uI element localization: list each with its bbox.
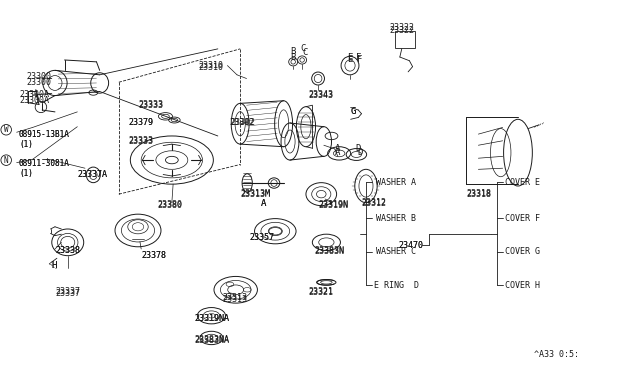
Text: 08915-13B1A: 08915-13B1A bbox=[19, 129, 70, 139]
Text: 23379: 23379 bbox=[129, 119, 154, 128]
Text: 23380: 23380 bbox=[157, 200, 182, 209]
Text: 23337A: 23337A bbox=[77, 170, 108, 179]
Text: 23310: 23310 bbox=[198, 61, 223, 70]
Text: W: W bbox=[4, 125, 8, 134]
Text: COVER E: COVER E bbox=[505, 178, 540, 187]
Text: 23318: 23318 bbox=[467, 190, 492, 199]
Text: A: A bbox=[335, 148, 340, 157]
Text: B: B bbox=[290, 52, 296, 61]
Text: WASHER A: WASHER A bbox=[376, 178, 416, 187]
Text: H: H bbox=[52, 261, 57, 270]
Text: B: B bbox=[290, 47, 296, 56]
Text: 23302: 23302 bbox=[229, 118, 254, 127]
Text: C: C bbox=[303, 48, 308, 57]
Text: 23357: 23357 bbox=[250, 233, 275, 243]
Text: 23319N: 23319N bbox=[318, 201, 348, 210]
Text: F: F bbox=[357, 55, 362, 64]
Text: 23322: 23322 bbox=[389, 23, 414, 32]
Text: 23300: 23300 bbox=[26, 72, 51, 81]
Text: 23378: 23378 bbox=[141, 251, 166, 260]
Text: 23318: 23318 bbox=[467, 189, 492, 198]
Text: 23302: 23302 bbox=[230, 119, 255, 128]
Text: 23333: 23333 bbox=[129, 137, 154, 146]
Text: C: C bbox=[301, 44, 306, 53]
Text: 23470: 23470 bbox=[399, 241, 424, 250]
Text: 23310: 23310 bbox=[198, 63, 223, 72]
Bar bbox=[396, 32, 415, 48]
Text: 23300A: 23300A bbox=[20, 96, 50, 105]
Text: 23337A: 23337A bbox=[77, 170, 108, 179]
Text: A: A bbox=[261, 199, 267, 208]
Text: COVER G: COVER G bbox=[505, 247, 540, 256]
Text: 23343: 23343 bbox=[308, 91, 333, 100]
Text: H: H bbox=[52, 261, 57, 270]
Text: 23313M: 23313M bbox=[240, 189, 270, 198]
Text: A: A bbox=[261, 199, 267, 208]
Text: 23313: 23313 bbox=[223, 294, 248, 302]
Text: E: E bbox=[347, 55, 352, 64]
Text: 23312: 23312 bbox=[362, 199, 387, 208]
Text: 23343: 23343 bbox=[308, 90, 333, 99]
Text: 23312: 23312 bbox=[362, 198, 387, 207]
Text: 08911-3081A: 08911-3081A bbox=[19, 159, 70, 168]
Text: WASHER C: WASHER C bbox=[376, 247, 416, 256]
Text: 23333: 23333 bbox=[138, 101, 163, 110]
Text: D: D bbox=[356, 144, 361, 153]
Text: 23319N: 23319N bbox=[318, 200, 348, 209]
Text: ^A33 0:5:: ^A33 0:5: bbox=[534, 350, 579, 359]
Text: 23378: 23378 bbox=[141, 251, 166, 260]
Text: 23333: 23333 bbox=[138, 100, 163, 109]
Text: (1): (1) bbox=[20, 140, 34, 149]
Text: 23300: 23300 bbox=[26, 78, 51, 87]
Text: 23383NA: 23383NA bbox=[194, 335, 229, 344]
Text: 23333: 23333 bbox=[129, 136, 154, 145]
Text: 23383N: 23383N bbox=[315, 247, 345, 256]
Text: WASHER B: WASHER B bbox=[376, 214, 416, 223]
Text: E: E bbox=[347, 52, 352, 61]
Text: 23321: 23321 bbox=[308, 288, 333, 297]
Text: 23357: 23357 bbox=[250, 232, 275, 242]
Text: 23300A: 23300A bbox=[20, 90, 50, 99]
Text: 23321: 23321 bbox=[308, 287, 333, 296]
Text: 23383NA: 23383NA bbox=[194, 336, 229, 345]
Text: D: D bbox=[357, 148, 362, 157]
Text: (1): (1) bbox=[20, 169, 34, 178]
Text: 23322: 23322 bbox=[389, 26, 414, 35]
Text: 23313M: 23313M bbox=[240, 190, 270, 199]
Text: COVER F: COVER F bbox=[505, 214, 540, 223]
Text: 23379: 23379 bbox=[129, 118, 154, 127]
Text: 23380: 23380 bbox=[157, 201, 182, 210]
Text: 08911-3081A: 08911-3081A bbox=[19, 159, 70, 168]
Text: (1): (1) bbox=[20, 140, 34, 149]
Text: 23319NA: 23319NA bbox=[194, 314, 229, 323]
Text: 23337: 23337 bbox=[55, 287, 80, 296]
Text: N: N bbox=[4, 155, 8, 165]
Text: 08915-13B1A: 08915-13B1A bbox=[19, 129, 70, 139]
Text: G: G bbox=[351, 107, 356, 116]
Text: 23338: 23338 bbox=[55, 246, 80, 255]
Text: 23470: 23470 bbox=[399, 241, 424, 250]
Text: 23319NA: 23319NA bbox=[194, 314, 229, 323]
Text: 23313: 23313 bbox=[223, 295, 248, 304]
Text: (1): (1) bbox=[20, 169, 34, 178]
Text: 23338: 23338 bbox=[55, 246, 80, 255]
Text: F: F bbox=[356, 52, 362, 61]
Text: 23383N: 23383N bbox=[315, 246, 345, 255]
Text: 23337: 23337 bbox=[55, 289, 80, 298]
Text: E RING  D: E RING D bbox=[374, 281, 419, 290]
Text: G: G bbox=[351, 108, 356, 116]
Text: COVER H: COVER H bbox=[505, 281, 540, 290]
Text: A: A bbox=[335, 144, 340, 153]
